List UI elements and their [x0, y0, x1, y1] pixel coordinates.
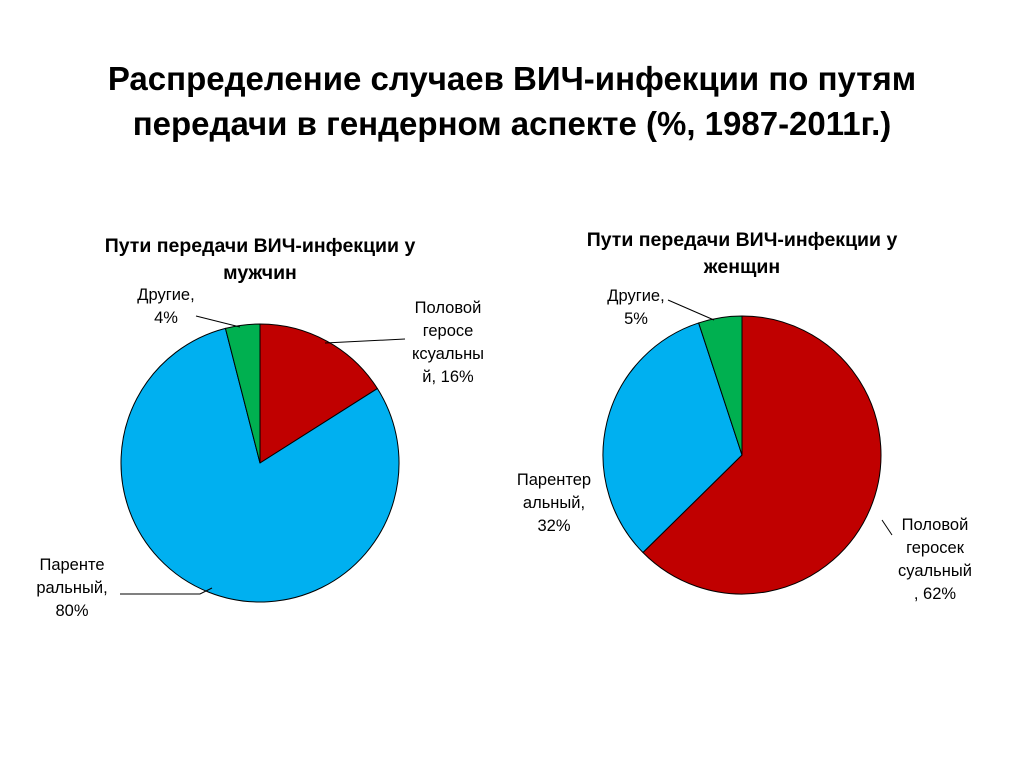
label-line: Другие,	[607, 287, 665, 305]
label-line: альный,	[522, 494, 586, 512]
leader-men-heterosexual	[324, 338, 406, 344]
leader-women-other	[667, 299, 715, 321]
label-line: ксуальны	[411, 345, 485, 363]
leader-men-other	[195, 315, 241, 328]
label-line: Парентер	[516, 471, 592, 489]
label-line: ральный,	[36, 579, 108, 597]
slide-title-line-2: передачи в гендерном аспекте (%, 1987-20…	[132, 105, 892, 142]
label-women-heterosexual: Половой геросек суальный , 62%	[880, 514, 990, 606]
chart-title-women: Пути передачи ВИЧ-инфекции у женщин	[542, 227, 942, 281]
leader-women-heterosexual	[881, 519, 893, 536]
chart-title-women-line-1: Пути передачи ВИЧ-инфекции у	[586, 229, 898, 251]
pie-chart-men	[120, 323, 400, 603]
label-men-heterosexual: Половой геросе ксуальны й, 16%	[398, 297, 498, 389]
pie-men-other-slice	[224, 323, 261, 464]
slide-title-line-1: Распределение случаев ВИЧ-инфекции по пу…	[107, 60, 917, 97]
label-line: Половой	[414, 299, 482, 317]
pie-men-heterosexual-slice	[259, 323, 378, 464]
pie-women-other-slice	[698, 315, 743, 456]
label-line: 32%	[537, 517, 571, 535]
label-line: Половой	[901, 516, 969, 534]
label-men-parenteral: Паренте ральный, 80%	[22, 554, 122, 623]
label-line: суальный	[898, 562, 972, 580]
label-women-other: Другие, 5%	[586, 285, 686, 331]
chart-title-women-line-2: женщин	[703, 256, 781, 278]
label-women-parenteral: Парентер альный, 32%	[504, 469, 604, 538]
leader-men-parenteral	[120, 587, 213, 595]
pie-women-parenteral-slice	[602, 322, 743, 554]
chart-title-men-line-2: мужчин	[223, 262, 297, 284]
pie-women-heterosexual-slice	[642, 315, 882, 595]
label-line: Паренте	[39, 556, 105, 574]
leader-lines	[120, 299, 893, 595]
label-men-other: Другие, 4%	[116, 284, 216, 330]
label-line: 4%	[154, 309, 178, 327]
label-line: Другие,	[137, 286, 195, 304]
label-line: , 62%	[913, 585, 957, 603]
chart-title-men: Пути передачи ВИЧ-инфекции у мужчин	[60, 233, 460, 287]
slide-title: Распределение случаев ВИЧ-инфекции по пу…	[60, 56, 964, 146]
label-line: 80%	[55, 602, 89, 620]
pie-men-parenteral-slice	[120, 327, 400, 603]
label-line: й, 16%	[422, 368, 474, 386]
pie-chart-women	[602, 315, 882, 595]
label-line: геросе	[422, 322, 474, 340]
label-line: геросек	[906, 539, 964, 557]
chart-title-men-line-1: Пути передачи ВИЧ-инфекции у	[104, 235, 416, 257]
label-line: 5%	[624, 310, 648, 328]
